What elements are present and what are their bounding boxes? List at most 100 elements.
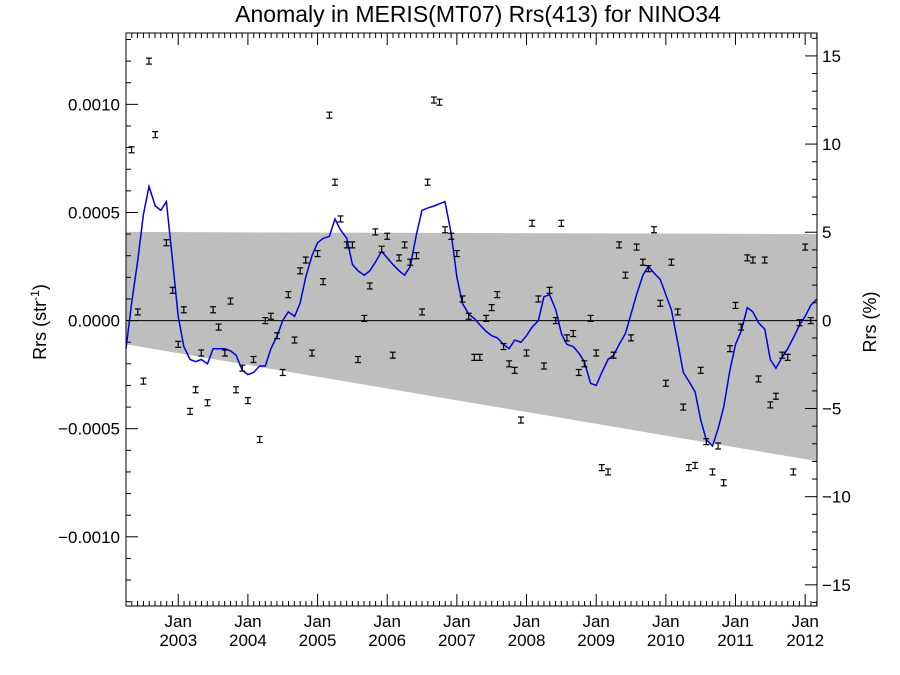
smoothed-anomaly-line — [125, 183, 818, 448]
data-point — [605, 468, 612, 476]
data-point — [645, 265, 652, 273]
data-point — [802, 243, 809, 251]
data-point — [453, 249, 460, 258]
x-tick-month-label: Jan — [582, 612, 609, 631]
y-left-tick-label: 0.0005 — [68, 203, 120, 222]
data-point — [192, 386, 199, 394]
data-point — [581, 360, 588, 368]
uncertainty-band — [126, 231, 817, 462]
y-right-tick-label: −15 — [822, 576, 851, 595]
data-point — [662, 379, 669, 387]
data-point — [726, 345, 733, 353]
data-point — [285, 291, 292, 299]
y-left-tick-label: 0.0010 — [68, 95, 120, 114]
x-tick-month-label: Jan — [443, 612, 470, 631]
data-point — [796, 319, 803, 327]
data-point — [134, 308, 141, 316]
x-axis: Jan2003Jan2004Jan2005Jan2006Jan2007Jan20… — [125, 33, 824, 650]
x-tick-year-label: 2006 — [368, 631, 406, 650]
data-point — [140, 377, 147, 385]
data-point — [436, 98, 443, 106]
x-tick-year-label: 2009 — [577, 631, 615, 650]
data-point — [442, 226, 449, 234]
data-point — [343, 241, 350, 249]
y-axis-right-label: Rrs (%) — [860, 292, 880, 353]
data-point — [372, 228, 379, 236]
x-tick-month-label: Jan — [513, 612, 540, 631]
data-point — [210, 306, 217, 314]
data-point — [633, 243, 640, 251]
data-point — [145, 57, 152, 65]
data-point — [308, 349, 315, 357]
data-point — [744, 254, 751, 262]
data-point — [761, 256, 768, 264]
y-axis-left: 0.0010 0.0005 0.0000 −0.0005 −0.0010 — [58, 38, 138, 603]
data-point — [274, 332, 281, 340]
data-point — [517, 416, 524, 424]
data-point — [227, 297, 234, 305]
data-point — [546, 286, 553, 294]
data-point — [715, 442, 722, 450]
x-tick-month-label: Jan — [165, 612, 192, 631]
data-point — [674, 308, 681, 316]
data-point — [552, 316, 559, 325]
data-point — [628, 334, 635, 342]
x-tick-year-label: 2011 — [717, 631, 754, 650]
data-point — [297, 267, 304, 275]
x-tick-month-label: Jan — [791, 612, 818, 631]
data-point — [384, 232, 391, 240]
y-left-tick-label: −0.0010 — [58, 528, 120, 547]
data-point — [755, 375, 762, 383]
data-point — [523, 349, 530, 357]
data-point — [685, 464, 692, 472]
data-point — [506, 360, 513, 368]
chart-title: Anomaly in MERIS(MT07) Rrs(413) for NINO… — [235, 1, 721, 27]
data-point — [250, 355, 257, 364]
y-right-tick-label: 15 — [822, 47, 841, 66]
data-point — [749, 256, 756, 264]
y-left-tick-label: 0.0000 — [68, 312, 120, 331]
data-point — [314, 249, 321, 258]
data-point — [680, 403, 687, 411]
data-point — [494, 291, 501, 299]
data-point — [471, 353, 478, 361]
data-point — [361, 314, 368, 323]
data-point — [610, 351, 617, 359]
data-point — [187, 407, 194, 415]
data-point — [407, 258, 414, 266]
data-point — [500, 342, 507, 351]
plot-area — [125, 57, 818, 487]
data-point — [169, 286, 176, 294]
data-point — [483, 314, 490, 323]
y-right-tick-label: −10 — [822, 488, 851, 507]
data-point — [389, 351, 396, 359]
data-point — [598, 464, 605, 472]
y-right-tick-label: 5 — [822, 223, 831, 242]
data-point — [622, 271, 629, 279]
data-point — [396, 254, 403, 262]
data-point — [657, 299, 664, 307]
y-right-tick-label: −5 — [822, 400, 841, 419]
x-tick-month-label: Jan — [234, 612, 261, 631]
x-tick-month-label: Jan — [374, 612, 401, 631]
data-point — [784, 353, 791, 361]
data-point — [563, 334, 570, 342]
data-point — [326, 111, 333, 119]
data-point — [152, 131, 159, 139]
data-point — [703, 438, 710, 446]
data-point — [709, 468, 716, 476]
data-point — [354, 355, 361, 364]
data-point — [233, 386, 240, 394]
data-point — [256, 435, 263, 444]
data-point — [651, 226, 658, 234]
data-point — [424, 178, 431, 186]
x-tick-year-label: 2012 — [786, 631, 824, 650]
data-point — [349, 241, 356, 249]
data-point — [128, 146, 135, 154]
data-point — [331, 178, 338, 186]
x-tick-year-label: 2005 — [299, 631, 337, 650]
data-point — [697, 366, 704, 374]
x-tick-year-label: 2004 — [229, 631, 267, 650]
data-point — [302, 256, 309, 264]
